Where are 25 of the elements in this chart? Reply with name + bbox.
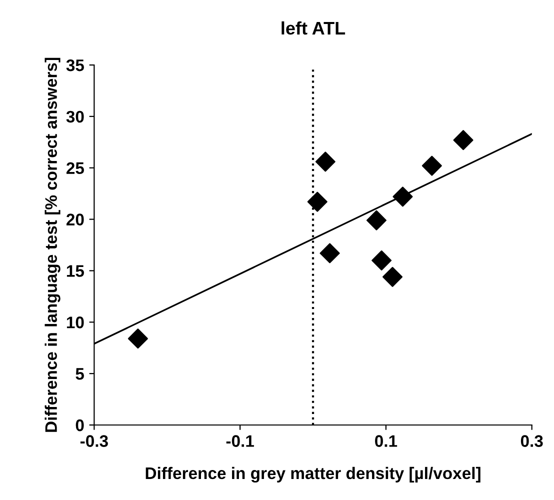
y-tick-label: 35 — [66, 59, 84, 72]
point — [372, 250, 392, 270]
chart-title: left ATL — [282, 21, 346, 35]
point — [307, 192, 328, 212]
x-tick-label: 0.3 — [520, 435, 543, 447]
y-tick-label: 20 — [66, 214, 84, 226]
x-tick-label: 0.1 — [375, 435, 398, 447]
point — [453, 130, 474, 150]
point — [392, 186, 413, 207]
x-tick-label: -0.3 — [80, 435, 108, 447]
y-tick-label: 15 — [66, 265, 84, 277]
y-tick-label: 0 — [76, 419, 84, 432]
point — [320, 243, 340, 264]
y-tick-label: 10 — [66, 316, 84, 328]
point — [128, 328, 148, 349]
point — [422, 156, 442, 176]
point — [315, 152, 336, 172]
y-tick-label: 30 — [66, 110, 84, 123]
x-tick-label: -0.1 — [226, 435, 254, 447]
y-axis-title: Difference in language test [% correct answers] — [44, 58, 60, 432]
y-tick-label: 25 — [66, 162, 84, 174]
y-tick-label: 5 — [76, 368, 84, 380]
x-axis-title: Difference in grey matter density [µl/voxel] — [146, 466, 480, 483]
point — [382, 266, 403, 287]
point — [366, 210, 386, 230]
